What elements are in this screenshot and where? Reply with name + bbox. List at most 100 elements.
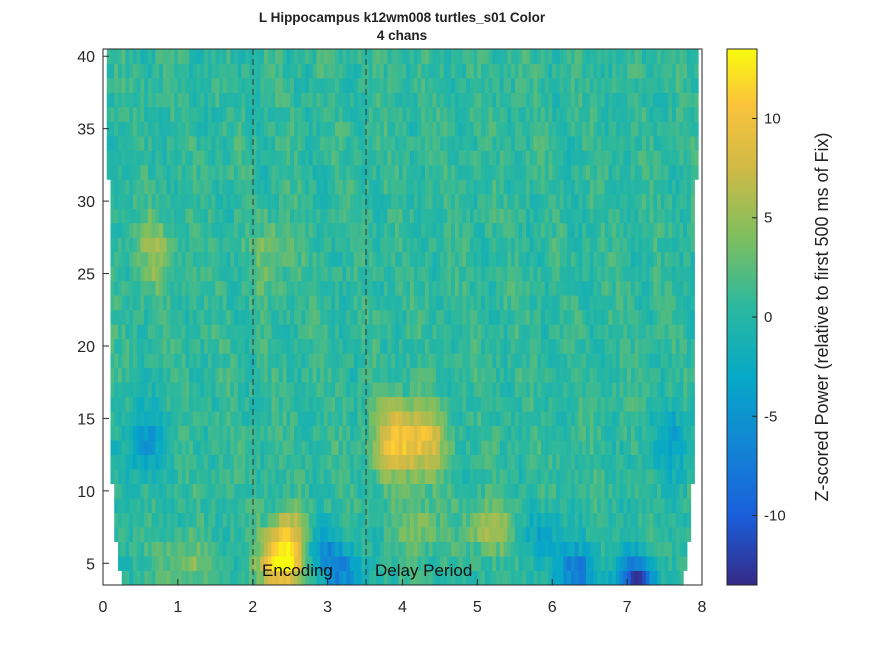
heatmap-cell bbox=[192, 295, 197, 311]
heatmap-cell bbox=[121, 353, 126, 369]
heatmap-cell bbox=[166, 193, 171, 209]
heatmap-cell bbox=[338, 266, 343, 282]
heatmap-cell bbox=[432, 237, 437, 253]
heatmap-cell bbox=[185, 324, 190, 340]
heatmap-cell bbox=[245, 411, 250, 427]
heatmap-cell bbox=[458, 527, 463, 542]
heatmap-cell bbox=[350, 353, 355, 369]
heatmap-cell bbox=[675, 309, 680, 325]
heatmap-cell bbox=[185, 208, 190, 224]
heatmap-cell bbox=[211, 338, 216, 354]
heatmap-cell bbox=[361, 382, 366, 398]
heatmap-cell bbox=[687, 382, 692, 398]
heatmap-cell bbox=[286, 367, 291, 383]
heatmap-cell bbox=[196, 440, 201, 456]
heatmap-cell bbox=[372, 164, 377, 180]
heatmap-cell bbox=[417, 266, 422, 282]
heatmap-cell bbox=[582, 353, 587, 369]
heatmap-cell bbox=[690, 164, 695, 180]
heatmap-cell bbox=[608, 469, 613, 484]
heatmap-cell bbox=[642, 411, 647, 427]
heatmap-cell bbox=[144, 237, 149, 253]
heatmap-cell bbox=[144, 106, 149, 122]
heatmap-cell bbox=[499, 396, 504, 412]
heatmap-cell bbox=[409, 295, 415, 311]
heatmap-cell bbox=[552, 164, 557, 180]
heatmap-cell bbox=[256, 382, 261, 398]
heatmap-cell bbox=[398, 251, 403, 267]
heatmap-cell bbox=[215, 570, 220, 586]
heatmap-cell bbox=[526, 208, 531, 224]
heatmap-cell bbox=[623, 266, 628, 282]
heatmap-cell bbox=[443, 280, 448, 296]
heatmap-cell bbox=[687, 150, 692, 166]
heatmap-cell bbox=[125, 150, 130, 166]
heatmap-cell bbox=[286, 440, 291, 456]
heatmap-cell bbox=[593, 266, 598, 282]
heatmap-cell bbox=[432, 367, 437, 383]
heatmap-cell bbox=[260, 570, 265, 586]
heatmap-cell bbox=[308, 498, 314, 513]
heatmap-cell bbox=[421, 570, 426, 586]
heatmap-cell bbox=[391, 396, 396, 412]
heatmap-cell bbox=[331, 541, 336, 557]
heatmap-cell bbox=[619, 396, 624, 412]
heatmap-cell bbox=[368, 208, 373, 224]
heatmap-cell bbox=[488, 251, 493, 267]
heatmap-cell bbox=[372, 251, 377, 267]
heatmap-cell bbox=[170, 411, 175, 427]
heatmap-cell bbox=[129, 440, 134, 456]
heatmap-cell bbox=[398, 150, 403, 166]
heatmap-cell bbox=[451, 411, 456, 427]
heatmap-cell bbox=[110, 106, 115, 122]
heatmap-cell bbox=[241, 396, 246, 412]
heatmap-cell bbox=[293, 280, 299, 296]
heatmap-cell bbox=[140, 541, 145, 557]
heatmap-cell bbox=[559, 309, 564, 325]
heatmap-cell bbox=[630, 527, 636, 542]
heatmap-cell bbox=[263, 527, 269, 542]
heatmap-cell bbox=[278, 164, 284, 180]
heatmap-cell bbox=[604, 324, 609, 340]
heatmap-cell bbox=[428, 251, 433, 267]
heatmap-cell bbox=[260, 222, 265, 238]
heatmap-cell bbox=[144, 382, 149, 398]
heatmap-cell bbox=[657, 280, 662, 296]
heatmap-cell bbox=[121, 411, 126, 427]
heatmap-cell bbox=[252, 440, 257, 456]
heatmap-cell bbox=[151, 512, 156, 528]
heatmap-cell bbox=[383, 150, 388, 166]
heatmap-cell bbox=[125, 541, 130, 557]
heatmap-cell bbox=[305, 309, 310, 325]
heatmap-cell bbox=[484, 396, 489, 412]
heatmap-cell bbox=[439, 280, 445, 296]
heatmap-cell bbox=[559, 280, 564, 296]
heatmap-cell bbox=[278, 527, 284, 542]
heatmap-cell bbox=[417, 324, 422, 340]
heatmap-cell bbox=[267, 280, 272, 296]
heatmap-cell bbox=[181, 251, 186, 267]
heatmap-cell bbox=[496, 237, 501, 253]
heatmap-cell bbox=[600, 541, 606, 557]
heatmap-cell bbox=[308, 527, 314, 542]
heatmap-cell bbox=[144, 324, 149, 340]
heatmap-cell bbox=[196, 179, 201, 195]
heatmap-cell bbox=[597, 222, 602, 238]
heatmap-cell bbox=[526, 556, 531, 571]
heatmap-cell bbox=[140, 483, 145, 499]
heatmap-cell bbox=[589, 425, 594, 441]
heatmap-cell bbox=[211, 237, 216, 253]
heatmap-cell bbox=[207, 454, 212, 470]
heatmap-cell bbox=[447, 396, 452, 412]
heatmap-cell bbox=[645, 440, 650, 456]
heatmap-cell bbox=[162, 411, 168, 427]
heatmap-cell bbox=[436, 237, 441, 253]
heatmap-cell bbox=[668, 150, 673, 166]
heatmap-cell bbox=[424, 266, 430, 282]
heatmap-cell bbox=[282, 309, 287, 325]
heatmap-cell bbox=[219, 237, 224, 253]
heatmap-cell bbox=[383, 454, 388, 470]
heatmap-cell bbox=[533, 556, 538, 571]
heatmap-cell bbox=[263, 266, 269, 282]
heatmap-cell bbox=[275, 469, 280, 484]
